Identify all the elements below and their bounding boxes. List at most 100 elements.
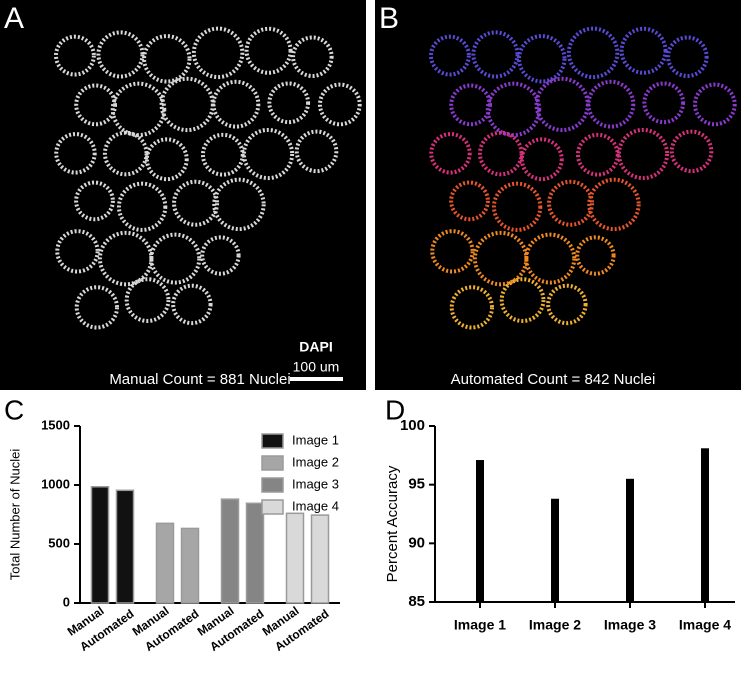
- bar: [626, 478, 634, 602]
- tissue-ring: [200, 132, 245, 177]
- y-axis-label: Percent Accuracy: [384, 465, 401, 582]
- tissue-ring: [294, 129, 339, 174]
- x-tick-label: Image 4: [679, 617, 731, 633]
- x-tick-label: Image 1: [454, 617, 506, 633]
- caption: Manual Count = 881 Nuclei: [109, 371, 290, 388]
- tissue-ring: [291, 35, 334, 78]
- tissue-ring: [212, 177, 266, 232]
- bar: [310, 514, 330, 604]
- bar: [551, 498, 559, 602]
- tissue-ring: [429, 132, 472, 175]
- image-b: [375, 0, 741, 390]
- tissue-ring: [211, 79, 261, 129]
- scale-label: 100 um: [293, 359, 340, 375]
- tissue-ring: [74, 285, 119, 330]
- tissue-ring: [97, 230, 154, 287]
- tissue-ring: [200, 235, 241, 276]
- y-tick-label: 0: [63, 594, 70, 609]
- y-tick-label: 1500: [41, 417, 70, 432]
- tissue-ring: [317, 82, 362, 127]
- tissue-ring: [586, 79, 636, 129]
- tissue-ring: [244, 26, 293, 75]
- tissue-ring: [74, 180, 115, 222]
- tissue-ring: [430, 229, 475, 274]
- tissue-ring: [54, 132, 97, 175]
- tissue-ring: [96, 30, 145, 79]
- legend-label: Image 1: [292, 432, 339, 447]
- bar: [285, 512, 305, 604]
- tissue-ring: [477, 130, 524, 177]
- tissue-ring: [491, 181, 543, 232]
- bar: [701, 448, 709, 602]
- panel-label: A: [4, 2, 24, 35]
- x-tick-label: Image 2: [529, 617, 581, 633]
- tissue-ring: [547, 179, 595, 227]
- legend-swatch: [261, 455, 284, 471]
- tissue-ring: [149, 232, 202, 285]
- y-tick-label: 95: [408, 476, 425, 493]
- tissue-ring: [666, 35, 709, 78]
- tissue-ring: [449, 285, 494, 330]
- tissue-ring: [144, 137, 189, 182]
- tissue-ring: [587, 177, 641, 232]
- tissue-ring: [449, 180, 490, 222]
- panel-label: D: [385, 394, 405, 425]
- tissue-ring: [524, 232, 577, 285]
- tissue-ring: [575, 235, 616, 276]
- legend-swatch: [261, 477, 284, 493]
- panel-label: B: [379, 2, 399, 35]
- tissue-ring: [172, 179, 220, 227]
- tissue-ring: [124, 277, 171, 323]
- tissue-ring: [616, 127, 670, 181]
- tissue-ring: [53, 34, 96, 77]
- scale-bar: [290, 377, 343, 381]
- tissue-ring: [428, 34, 471, 77]
- y-tick-label: 100: [400, 417, 425, 434]
- y-tick-label: 90: [408, 534, 425, 551]
- tissue-ring: [692, 82, 737, 127]
- tissue-ring: [191, 26, 245, 80]
- bar: [220, 498, 240, 604]
- tissue-ring: [642, 81, 686, 125]
- bar: [155, 522, 175, 604]
- tissue-ring: [267, 81, 311, 125]
- legend-label: Image 2: [292, 454, 339, 469]
- tissue-ring: [55, 229, 100, 274]
- bar: [115, 489, 135, 604]
- tissue-ring: [499, 277, 546, 323]
- tissue-ring: [566, 26, 620, 80]
- tissue-ring: [619, 26, 668, 75]
- y-tick-label: 85: [408, 593, 425, 610]
- legend-label: Image 4: [292, 498, 339, 513]
- tissue: [53, 26, 737, 330]
- legend-swatch: [261, 433, 284, 449]
- tissue-ring: [241, 127, 295, 181]
- tissue-ring: [519, 137, 564, 182]
- legend-swatch: [261, 499, 284, 515]
- y-tick-label: 500: [48, 535, 70, 550]
- panel-label: C: [4, 394, 24, 425]
- caption: Automated Count = 842 Nuclei: [451, 371, 656, 388]
- tissue-ring: [472, 230, 529, 287]
- bar: [180, 527, 200, 604]
- tissue-ring: [142, 34, 192, 84]
- x-tick-label: Image 3: [604, 617, 656, 633]
- tissue-ring: [171, 283, 213, 326]
- tissue-ring: [669, 129, 714, 174]
- legend-label: Image 3: [292, 476, 339, 491]
- tissue-ring: [116, 181, 168, 232]
- tissue-ring: [546, 283, 588, 326]
- bar: [245, 502, 265, 604]
- tissue-ring: [102, 130, 149, 177]
- y-tick-label: 1000: [41, 476, 70, 491]
- stain-label: DAPI: [299, 339, 332, 355]
- tissue-ring: [471, 30, 520, 79]
- image-a: [0, 0, 366, 390]
- y-axis-label: Total Number of Nuclei: [7, 449, 22, 581]
- bar: [90, 486, 110, 604]
- tissue-ring: [517, 34, 567, 84]
- bar: [476, 460, 484, 602]
- tissue-ring: [575, 132, 620, 177]
